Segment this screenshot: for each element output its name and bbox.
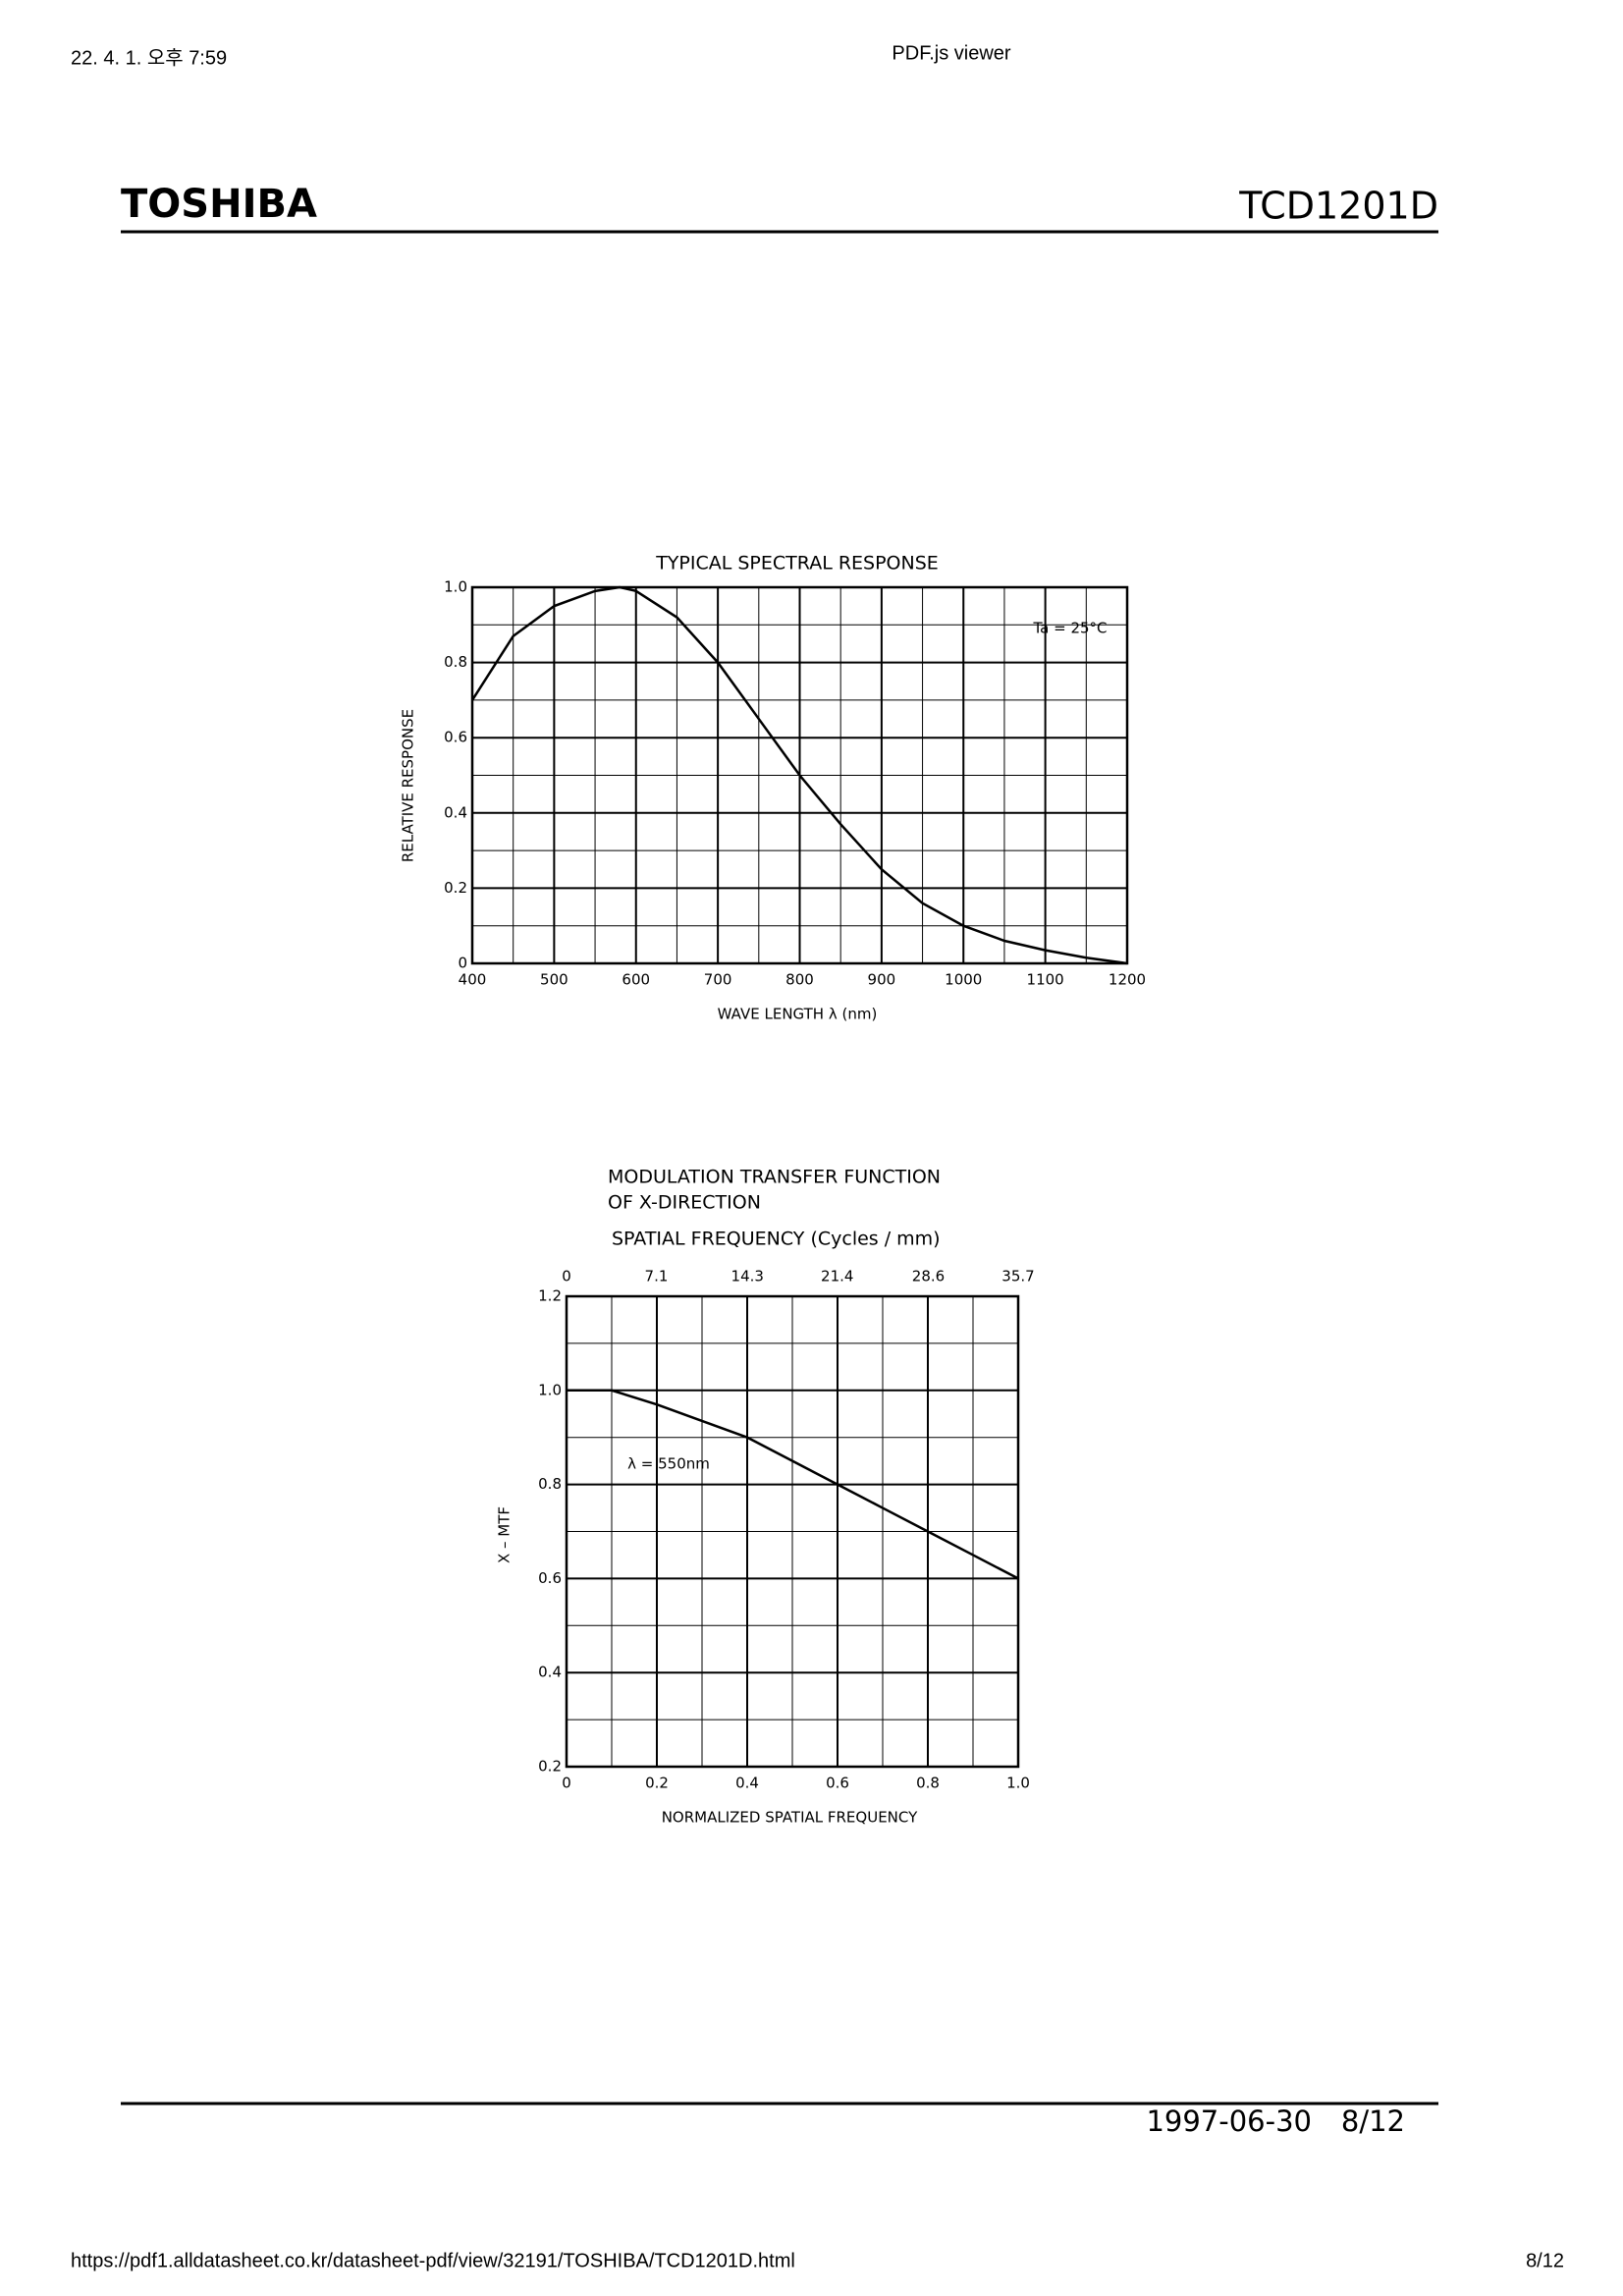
y-tick-label: 0.4: [444, 803, 467, 821]
x-tick-label: 0.4: [735, 1775, 759, 1792]
y-axis-label: RELATIVE RESPONSE: [400, 709, 417, 862]
y-axis-label: X – MTF: [496, 1506, 514, 1563]
x-tick-label: 1100: [1027, 971, 1064, 989]
doc-page: 8/12: [1341, 2105, 1405, 2138]
x-tick-label: 0.8: [916, 1775, 940, 1792]
plot-frame: [470, 585, 1129, 965]
x-tick-label: 1200: [1109, 971, 1146, 989]
part-number: TCD1201D: [1238, 185, 1438, 228]
y-tick-label: 0.6: [538, 1569, 562, 1587]
x-tick-label: 1000: [945, 971, 982, 989]
x-axis-label: NORMALIZED SPATIAL FREQUENCY: [662, 1809, 918, 1827]
source-url: https://pdf1.alldatasheet.co.kr/datashee…: [71, 2250, 795, 2271]
x2-tick-label: 28.6: [912, 1268, 945, 1285]
brand: TOSHIBA: [121, 182, 317, 227]
x-tick-label: 700: [704, 971, 732, 989]
x-tick-label: 0.2: [645, 1775, 669, 1792]
x2-tick-label: 35.7: [1001, 1268, 1034, 1285]
x2-tick-label: 7.1: [645, 1268, 669, 1285]
annotation: Ta = 25°C: [1032, 620, 1107, 637]
x-tick-label: 500: [540, 971, 568, 989]
x-tick-label: 0: [562, 1775, 571, 1792]
y-tick-label: 1.0: [538, 1381, 562, 1398]
y-tick-label: 0.6: [444, 729, 467, 746]
x-tick-label: 1.0: [1006, 1775, 1030, 1792]
chart-subtitle: OF X-DIRECTION: [608, 1192, 761, 1214]
chart-title: TYPICAL SPECTRAL RESPONSE: [655, 553, 939, 574]
x2-axis-label: SPATIAL FREQUENCY (Cycles / mm): [612, 1229, 941, 1250]
x-tick-label: 400: [459, 971, 487, 989]
y-tick-label: 0.8: [444, 653, 467, 671]
x-tick-label: 0.6: [826, 1775, 849, 1792]
x-axis-label: WAVE LENGTH λ (nm): [718, 1006, 878, 1023]
x2-tick-label: 14.3: [731, 1268, 764, 1285]
y-tick-label: 0.8: [538, 1475, 562, 1493]
x2-tick-label: 21.4: [821, 1268, 853, 1285]
data-line: [567, 1389, 1019, 1580]
y-tick-label: 1.2: [538, 1287, 562, 1305]
y-tick-label: 0.4: [538, 1664, 562, 1681]
print-page: 8/12: [1526, 2250, 1564, 2271]
x2-tick-label: 0: [562, 1268, 571, 1285]
x-tick-label: 600: [622, 971, 650, 989]
y-tick-label: 1.0: [444, 578, 467, 596]
viewer-title: PDF.js viewer: [892, 42, 1010, 64]
annotation: λ = 550nm: [627, 1455, 710, 1473]
doc-date: 1997-06-30: [1146, 2105, 1312, 2138]
x-tick-label: 900: [868, 971, 896, 989]
data-line: [470, 585, 1128, 965]
print-datetime: 22. 4. 1. 오후 7:59: [71, 46, 227, 69]
y-tick-label: 0: [458, 955, 467, 972]
x-tick-label: 800: [785, 971, 814, 989]
y-tick-label: 0.2: [444, 879, 467, 897]
chart-title: MODULATION TRANSFER FUNCTION: [608, 1167, 941, 1188]
y-tick-label: 0.2: [538, 1758, 562, 1776]
plot-frame: [565, 1294, 1020, 1769]
